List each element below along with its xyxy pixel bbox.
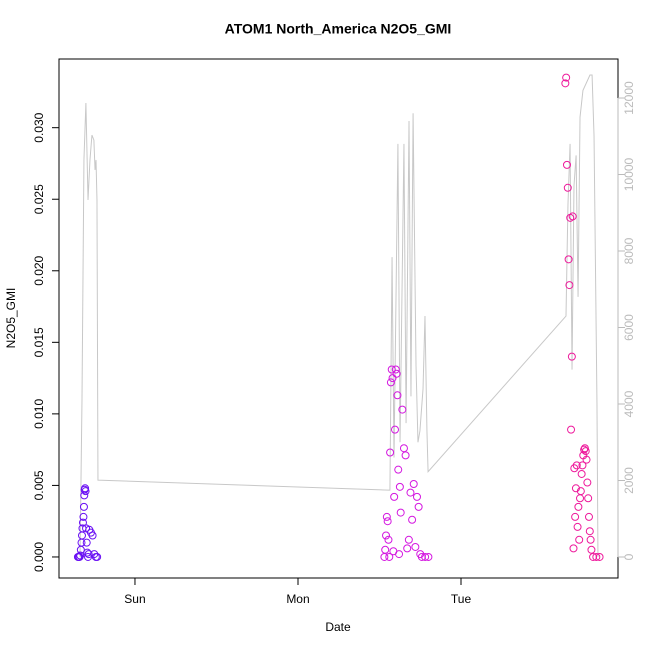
- point: [93, 552, 102, 561]
- point: [395, 482, 404, 491]
- y-tick-label: 0.005: [32, 470, 46, 500]
- point: [563, 183, 572, 192]
- point: [384, 535, 393, 544]
- point: [575, 535, 584, 544]
- point: [583, 478, 592, 487]
- point: [387, 365, 396, 374]
- y2-tick-label: 12000: [622, 81, 636, 115]
- point: [385, 552, 394, 561]
- point: [381, 545, 390, 554]
- point: [562, 73, 571, 82]
- point: [392, 369, 401, 378]
- point: [564, 255, 573, 264]
- point: [585, 527, 594, 536]
- point: [81, 487, 90, 496]
- point: [394, 465, 403, 474]
- point: [84, 550, 93, 559]
- point: [398, 405, 407, 414]
- point: [79, 512, 88, 521]
- y2-tick-label: 0: [622, 553, 636, 560]
- point: [586, 535, 595, 544]
- point: [561, 79, 570, 88]
- y-axis-label: N2O5_GMI: [4, 288, 18, 349]
- y-tick-label: 0.025: [32, 184, 46, 214]
- point: [391, 365, 400, 374]
- point: [388, 374, 397, 383]
- x-tick-label: Mon: [286, 592, 309, 606]
- altitude-line: [79, 74, 599, 558]
- point: [382, 531, 391, 540]
- point: [565, 281, 574, 290]
- point: [578, 461, 587, 470]
- point: [421, 552, 430, 561]
- point: [414, 502, 423, 511]
- point: [568, 212, 577, 221]
- point: [76, 551, 85, 560]
- point: [408, 515, 417, 524]
- point: [81, 484, 90, 493]
- point: [570, 464, 579, 473]
- point: [390, 425, 399, 434]
- point: [395, 550, 404, 559]
- point: [582, 455, 591, 464]
- point: [584, 512, 593, 521]
- point: [404, 535, 413, 544]
- point: [574, 502, 583, 511]
- point: [577, 469, 586, 478]
- point: [409, 479, 418, 488]
- point: [396, 508, 405, 517]
- point: [88, 531, 97, 540]
- y2-tick-label: 10000: [622, 158, 636, 192]
- point: [573, 522, 582, 531]
- point: [401, 451, 410, 460]
- y-tick-label: 0.010: [32, 399, 46, 429]
- point: [571, 512, 580, 521]
- point: [393, 391, 402, 400]
- point: [412, 492, 421, 501]
- point: [406, 488, 415, 497]
- x-axis-label: Date: [325, 620, 351, 634]
- point: [567, 425, 576, 434]
- y2-tick-label: 8000: [622, 237, 636, 264]
- point: [562, 160, 571, 169]
- y-tick-label: 0.000: [32, 542, 46, 572]
- y2-tick-label: 4000: [622, 390, 636, 417]
- y2-tick-label: 6000: [622, 314, 636, 341]
- point: [403, 544, 412, 553]
- point: [424, 552, 433, 561]
- point: [584, 494, 593, 503]
- y-tick-label: 0.020: [32, 255, 46, 285]
- point: [576, 487, 585, 496]
- point: [580, 445, 589, 454]
- chart-title: ATOM1 North_America N2O5_GMI: [225, 21, 452, 37]
- point: [581, 447, 590, 456]
- point: [386, 378, 395, 387]
- point: [592, 552, 601, 561]
- y2-tick-label: 2000: [622, 467, 636, 494]
- x-tick-label: Sun: [124, 592, 145, 606]
- y-tick-label: 0.015: [32, 327, 46, 357]
- y-tick-label: 0.030: [32, 112, 46, 142]
- point: [399, 444, 408, 453]
- point: [383, 517, 392, 526]
- point: [595, 552, 604, 561]
- point: [569, 544, 578, 553]
- point: [587, 545, 596, 554]
- point: [79, 502, 88, 511]
- point: [390, 492, 399, 501]
- point: [411, 542, 420, 551]
- point: [386, 448, 395, 457]
- point: [567, 352, 576, 361]
- point: [82, 538, 91, 547]
- point: [572, 461, 581, 470]
- x-tick-label: Tue: [451, 592, 472, 606]
- point: [382, 512, 391, 521]
